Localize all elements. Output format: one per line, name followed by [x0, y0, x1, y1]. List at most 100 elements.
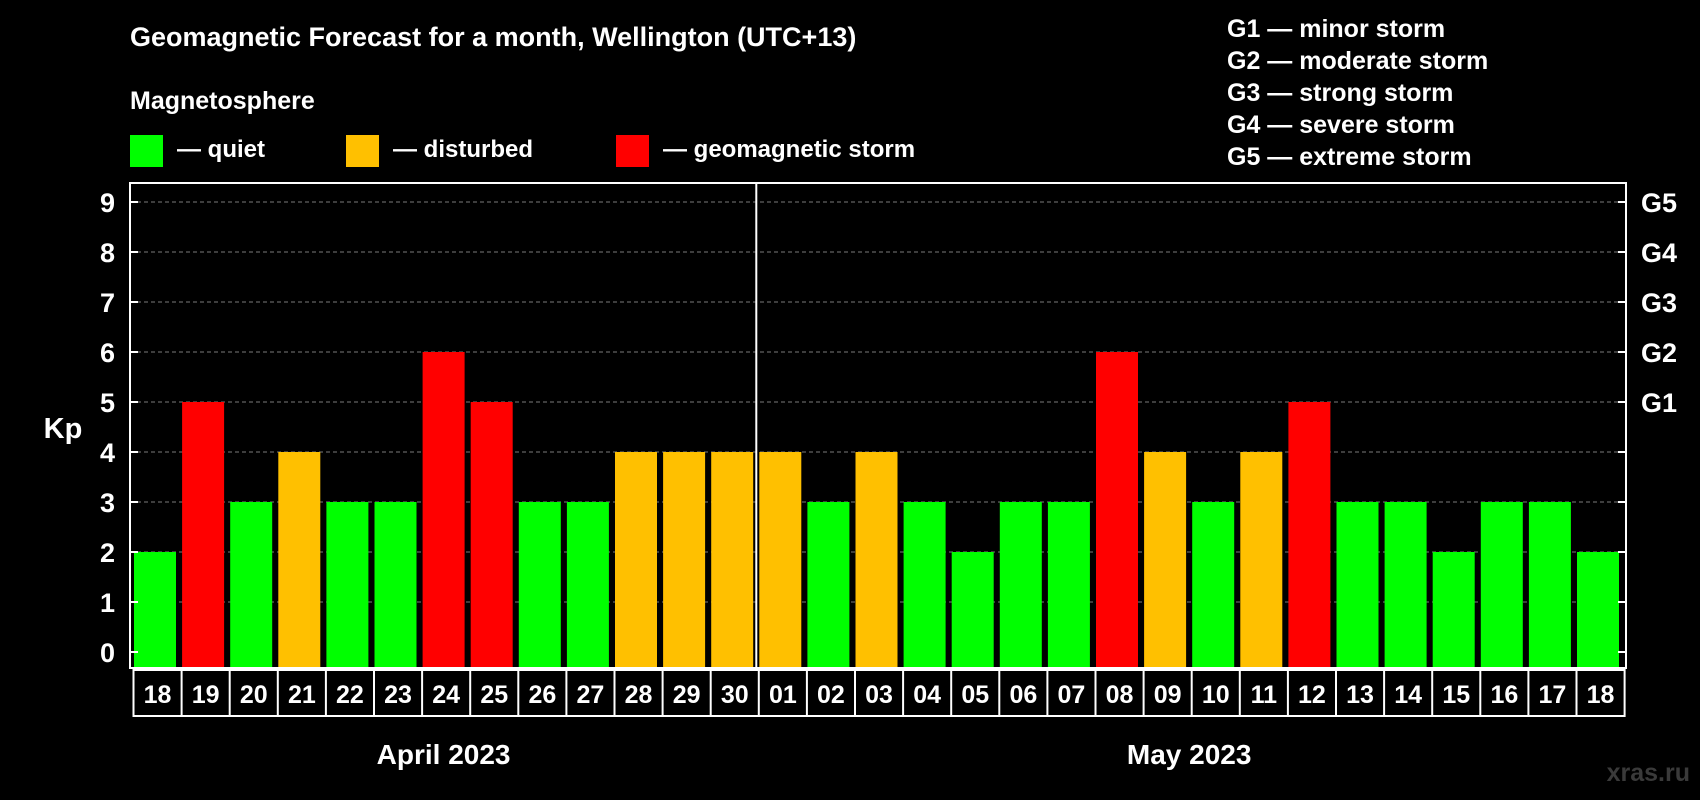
- date-label-2: 19: [192, 681, 220, 709]
- bar-6: [374, 502, 417, 668]
- bar-11: [615, 452, 657, 668]
- date-label-31: 18: [1587, 681, 1615, 709]
- date-label-15: 02: [817, 681, 845, 709]
- bar-22: [1144, 452, 1187, 668]
- legend-title: Magnetosphere: [130, 87, 315, 115]
- legend-label-storm: — geomagnetic storm: [663, 136, 915, 163]
- storm-level-tick-labels: G1 G2 G3 G4 G5: [1641, 188, 1677, 418]
- y-tick-label-1: 1: [100, 588, 115, 618]
- bar-30: [1528, 502, 1571, 668]
- y-tick-label-6: 6: [100, 338, 115, 368]
- bar-31: [1577, 552, 1619, 668]
- y-tick-labels: 0 1 2 3 4 5 6 7 8 9: [100, 188, 115, 668]
- bar-14: [759, 452, 802, 668]
- legend-label-disturbed: — disturbed: [393, 136, 533, 163]
- legend-label-quiet: — quiet: [177, 136, 265, 163]
- y-tick-label-4: 4: [100, 438, 115, 468]
- storm-scale-g1: G1 — minor storm: [1227, 15, 1445, 43]
- date-row-frame: [132, 669, 1626, 717]
- bar-4: [278, 452, 321, 668]
- bar-5: [326, 502, 369, 668]
- date-label-16: 03: [865, 681, 893, 709]
- bar-9: [518, 502, 561, 668]
- bar-18: [951, 552, 994, 668]
- date-label-10: 27: [577, 681, 605, 709]
- date-label-18: 05: [961, 681, 989, 709]
- date-label-6: 23: [384, 681, 412, 709]
- month-labels: April 2023 May 2023: [377, 739, 1252, 770]
- storm-level-label-g3: G3: [1641, 288, 1677, 318]
- bar-17: [903, 502, 946, 668]
- watermark: xras.ru: [1607, 759, 1690, 787]
- bar-13: [711, 452, 754, 668]
- y-tick-label-8: 8: [100, 238, 115, 268]
- bar-19: [999, 502, 1042, 668]
- storm-level-label-g4: G4: [1641, 238, 1677, 268]
- bar-23: [1192, 502, 1235, 668]
- date-label-5: 22: [336, 681, 364, 709]
- axes: [129, 182, 1627, 669]
- date-label-21: 08: [1106, 681, 1134, 709]
- storm-scale-list: G1 — minor storm G2 — moderate storm G3 …: [1227, 15, 1488, 171]
- date-label-22: 09: [1154, 681, 1182, 709]
- bar-2: [182, 402, 225, 668]
- date-label-11: 28: [625, 681, 653, 709]
- date-label-29: 16: [1490, 681, 1518, 709]
- date-label-9: 26: [528, 681, 556, 709]
- date-label-14: 01: [769, 681, 797, 709]
- y-tick-label-9: 9: [100, 188, 115, 218]
- date-label-8: 25: [480, 681, 508, 709]
- date-label-17: 04: [913, 681, 941, 709]
- date-label-7: 24: [432, 681, 460, 709]
- bar-12: [663, 452, 706, 668]
- month-label-1: April 2023: [377, 739, 511, 770]
- bar-29: [1480, 502, 1523, 668]
- bar-3: [230, 502, 273, 668]
- date-label-27: 14: [1394, 681, 1422, 709]
- storm-scale-g5: G5 — extreme storm: [1227, 143, 1472, 171]
- storm-level-label-g2: G2: [1641, 338, 1677, 368]
- storm-scale-g2: G2 — moderate storm: [1227, 47, 1488, 75]
- date-label-19: 06: [1009, 681, 1037, 709]
- storm-scale-g3: G3 — strong storm: [1227, 79, 1453, 107]
- legend-swatch-disturbed: [346, 135, 379, 167]
- y-tick-label-7: 7: [100, 288, 115, 318]
- bar-28: [1432, 552, 1475, 668]
- bar-7: [422, 352, 465, 668]
- y-tick-label-2: 2: [100, 538, 115, 568]
- chart-title: Geomagnetic Forecast for a month, Wellin…: [130, 22, 856, 52]
- bar-24: [1240, 452, 1283, 668]
- date-label-25: 12: [1298, 681, 1326, 709]
- legend-swatch-storm: [616, 135, 649, 167]
- date-label-13: 30: [721, 681, 749, 709]
- date-label-26: 13: [1346, 681, 1374, 709]
- bar-1: [134, 552, 176, 668]
- y-tick-label-0: 0: [100, 638, 115, 668]
- date-label-30: 17: [1539, 681, 1567, 709]
- bar-21: [1096, 352, 1138, 668]
- bar-8: [470, 402, 513, 668]
- bar-27: [1384, 502, 1427, 668]
- bar-15: [807, 502, 850, 668]
- storm-level-label-g1: G1: [1641, 388, 1677, 418]
- month-label-2: May 2023: [1127, 739, 1252, 770]
- y-axis-label: Kp: [44, 413, 83, 445]
- date-label-3: 20: [240, 681, 268, 709]
- storm-scale-g4: G4 — severe storm: [1227, 111, 1455, 139]
- date-label-1: 18: [144, 681, 172, 709]
- bar-25: [1288, 402, 1331, 668]
- bar-10: [566, 502, 609, 668]
- bar-20: [1047, 502, 1090, 668]
- date-label-4: 21: [288, 681, 316, 709]
- legend: — quiet — disturbed — geomagnetic storm: [130, 135, 915, 167]
- bar-16: [855, 452, 898, 668]
- date-label-28: 15: [1442, 681, 1470, 709]
- bars: [134, 352, 1619, 668]
- y-tick-label-5: 5: [100, 388, 115, 418]
- y-tick-label-3: 3: [100, 488, 115, 518]
- date-label-23: 10: [1202, 681, 1230, 709]
- date-labels: 18 19 20 21 22 23 24 25 26 27 28 29 30 01 02 03 04 05 06 07…: [132, 669, 1626, 717]
- plot-frame: [129, 182, 1627, 669]
- date-label-20: 07: [1058, 681, 1086, 709]
